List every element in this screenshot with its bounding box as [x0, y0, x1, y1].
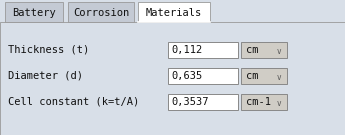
Bar [168, 42, 238, 58]
Text: Materials: Materials [146, 8, 202, 18]
Text: Diameter (d): Diameter (d) [8, 71, 83, 81]
Text: 0,112: 0,112 [171, 45, 202, 55]
Bar [241, 94, 287, 110]
Text: cm-1: cm-1 [246, 97, 271, 107]
Bar [5, 2, 63, 22]
Text: Thickness (t): Thickness (t) [8, 45, 89, 55]
Bar [168, 94, 238, 110]
Bar [138, 2, 210, 22]
Text: cm: cm [246, 45, 258, 55]
Bar [168, 68, 238, 84]
Text: cm: cm [246, 71, 258, 81]
Bar [68, 2, 134, 22]
Bar [241, 68, 287, 84]
Text: Battery: Battery [12, 8, 56, 18]
Text: v: v [277, 46, 281, 55]
Text: v: v [277, 72, 281, 82]
Bar [241, 42, 287, 58]
Text: v: v [277, 99, 281, 107]
Bar [0, 22, 345, 135]
Text: 0,635: 0,635 [171, 71, 202, 81]
Text: Cell constant (k=t/A): Cell constant (k=t/A) [8, 97, 139, 107]
Text: 0,3537: 0,3537 [171, 97, 208, 107]
Text: Corrosion: Corrosion [73, 8, 129, 18]
